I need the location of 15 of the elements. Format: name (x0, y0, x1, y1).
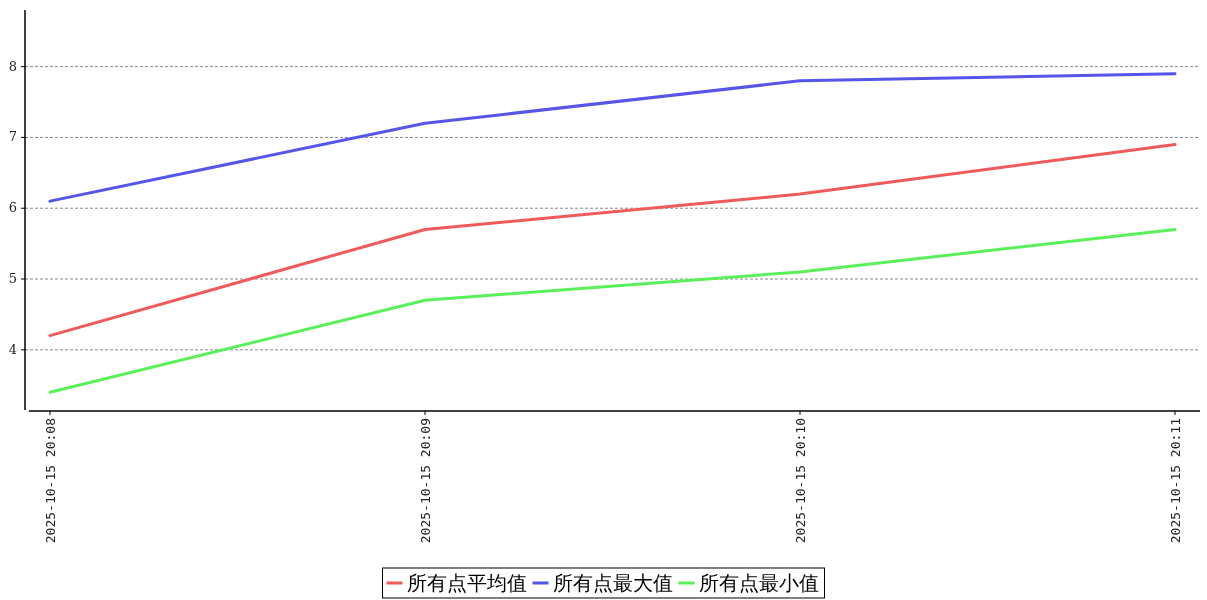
x-tick-label: 2025-10-15 20:11 (1168, 418, 1183, 544)
line-series (48, 72, 1177, 203)
y-tick-label: 7 (8, 129, 17, 145)
line-series (48, 143, 1177, 338)
legend-label: 所有点最大值 (552, 571, 673, 595)
legend-label: 所有点最小值 (698, 571, 819, 595)
line-series (48, 227, 1177, 394)
x-tick-label: 2025-10-15 20:10 (793, 418, 808, 544)
y-tick-label: 8 (8, 58, 17, 74)
legend-label: 所有点平均值 (406, 571, 527, 595)
x-tick-label: 2025-10-15 20:09 (418, 418, 433, 544)
y-tick-label: 4 (8, 341, 17, 357)
x-tick-label: 2025-10-15 20:08 (43, 418, 58, 544)
y-tick-label: 5 (8, 271, 17, 287)
y-tick-label: 6 (8, 200, 17, 216)
